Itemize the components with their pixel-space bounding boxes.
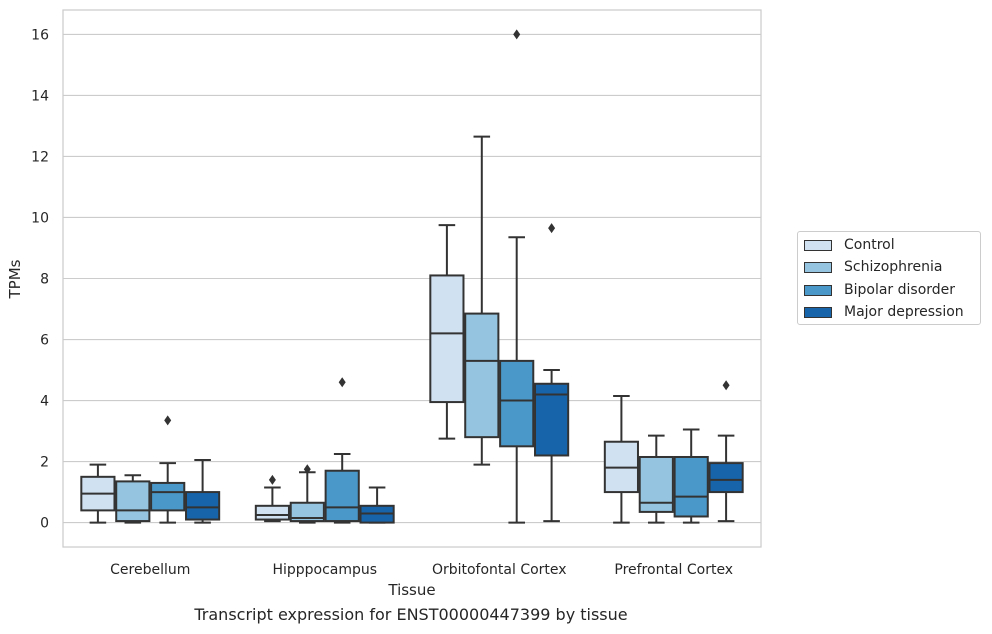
box-iqr — [324, 469, 360, 523]
box-major-depression — [534, 223, 570, 523]
box-schizophrenia — [638, 434, 674, 524]
box-iqr — [464, 312, 500, 439]
y-tick-label: 16 — [31, 27, 49, 43]
legend-label: Control — [844, 237, 895, 253]
y-axis-label: TPMs — [6, 259, 24, 299]
box-iqr — [115, 480, 151, 523]
outlier-point — [164, 415, 172, 426]
y-tick-label: 2 — [40, 455, 49, 471]
box-iqr — [254, 504, 290, 521]
x-tick-label: Orbitofontal Cortex — [432, 562, 567, 578]
box-iqr — [708, 462, 744, 494]
x-tick-label: Prefrontal Cortex — [614, 562, 733, 578]
box-iqr — [534, 382, 570, 457]
box-bipolar-disorder — [150, 415, 186, 524]
box-bipolar-disorder — [499, 29, 535, 524]
box-major-depression — [185, 459, 221, 524]
box-layer — [80, 29, 744, 524]
box-schizophrenia — [464, 135, 500, 466]
y-tick-label: 6 — [40, 333, 49, 349]
legend-label: Major depression — [844, 304, 964, 320]
y-tick-label: 8 — [40, 272, 49, 288]
legend-item-major-depression: Major depression — [804, 302, 964, 322]
box-iqr — [150, 481, 186, 512]
box-schizophrenia — [115, 474, 151, 524]
tick-labels: 0 2 4 6 8 10 12 14 16 Cerebellum Hipppocampus Orbit… — [31, 27, 733, 578]
box-schizophrenia — [289, 464, 325, 524]
box-bipolar-disorder — [673, 428, 709, 524]
box-iqr — [673, 455, 709, 518]
box-iqr — [499, 359, 535, 448]
legend: Control Schizophrenia Bipolar disorder M… — [797, 231, 981, 325]
x-tick-label: Hipppocampus — [272, 562, 377, 578]
y-tick-label: 10 — [31, 210, 49, 226]
box-major-depression — [359, 486, 395, 524]
legend-item-control: Control — [804, 235, 895, 255]
box-control — [429, 224, 465, 440]
legend-swatch — [804, 306, 832, 318]
box-iqr — [185, 491, 221, 521]
grid-lines — [63, 33, 761, 524]
legend-swatch — [804, 239, 832, 251]
outlier-point — [268, 474, 276, 485]
box-control — [80, 463, 116, 524]
legend-label: Schizophrenia — [844, 259, 943, 275]
y-tick-label: 4 — [40, 394, 49, 410]
figure-caption: Transcript expression for ENST0000044739… — [194, 605, 628, 624]
outlier-point — [303, 464, 311, 475]
outlier-point — [548, 223, 556, 234]
plot-frame — [62, 9, 762, 548]
outlier-point — [338, 377, 346, 388]
legend-swatch — [804, 261, 832, 273]
legend-item-bipolar-disorder: Bipolar disorder — [804, 280, 955, 300]
box-major-depression — [708, 380, 744, 523]
legend-swatch — [804, 284, 832, 296]
x-tick-label: Cerebellum — [110, 562, 190, 578]
legend-item-schizophrenia: Schizophrenia — [804, 257, 942, 277]
box-control — [254, 474, 290, 523]
box-bipolar-disorder — [324, 377, 360, 524]
outlier-point — [722, 380, 730, 391]
box-iqr — [289, 501, 325, 523]
outlier-point — [513, 29, 521, 40]
box-control — [603, 394, 639, 524]
y-tick-label: 14 — [31, 88, 49, 104]
x-axis-label: Tissue — [387, 581, 435, 599]
legend-label: Bipolar disorder — [844, 282, 956, 298]
y-tick-label: 0 — [40, 516, 49, 532]
y-tick-label: 12 — [31, 149, 49, 165]
box-iqr — [429, 274, 465, 404]
